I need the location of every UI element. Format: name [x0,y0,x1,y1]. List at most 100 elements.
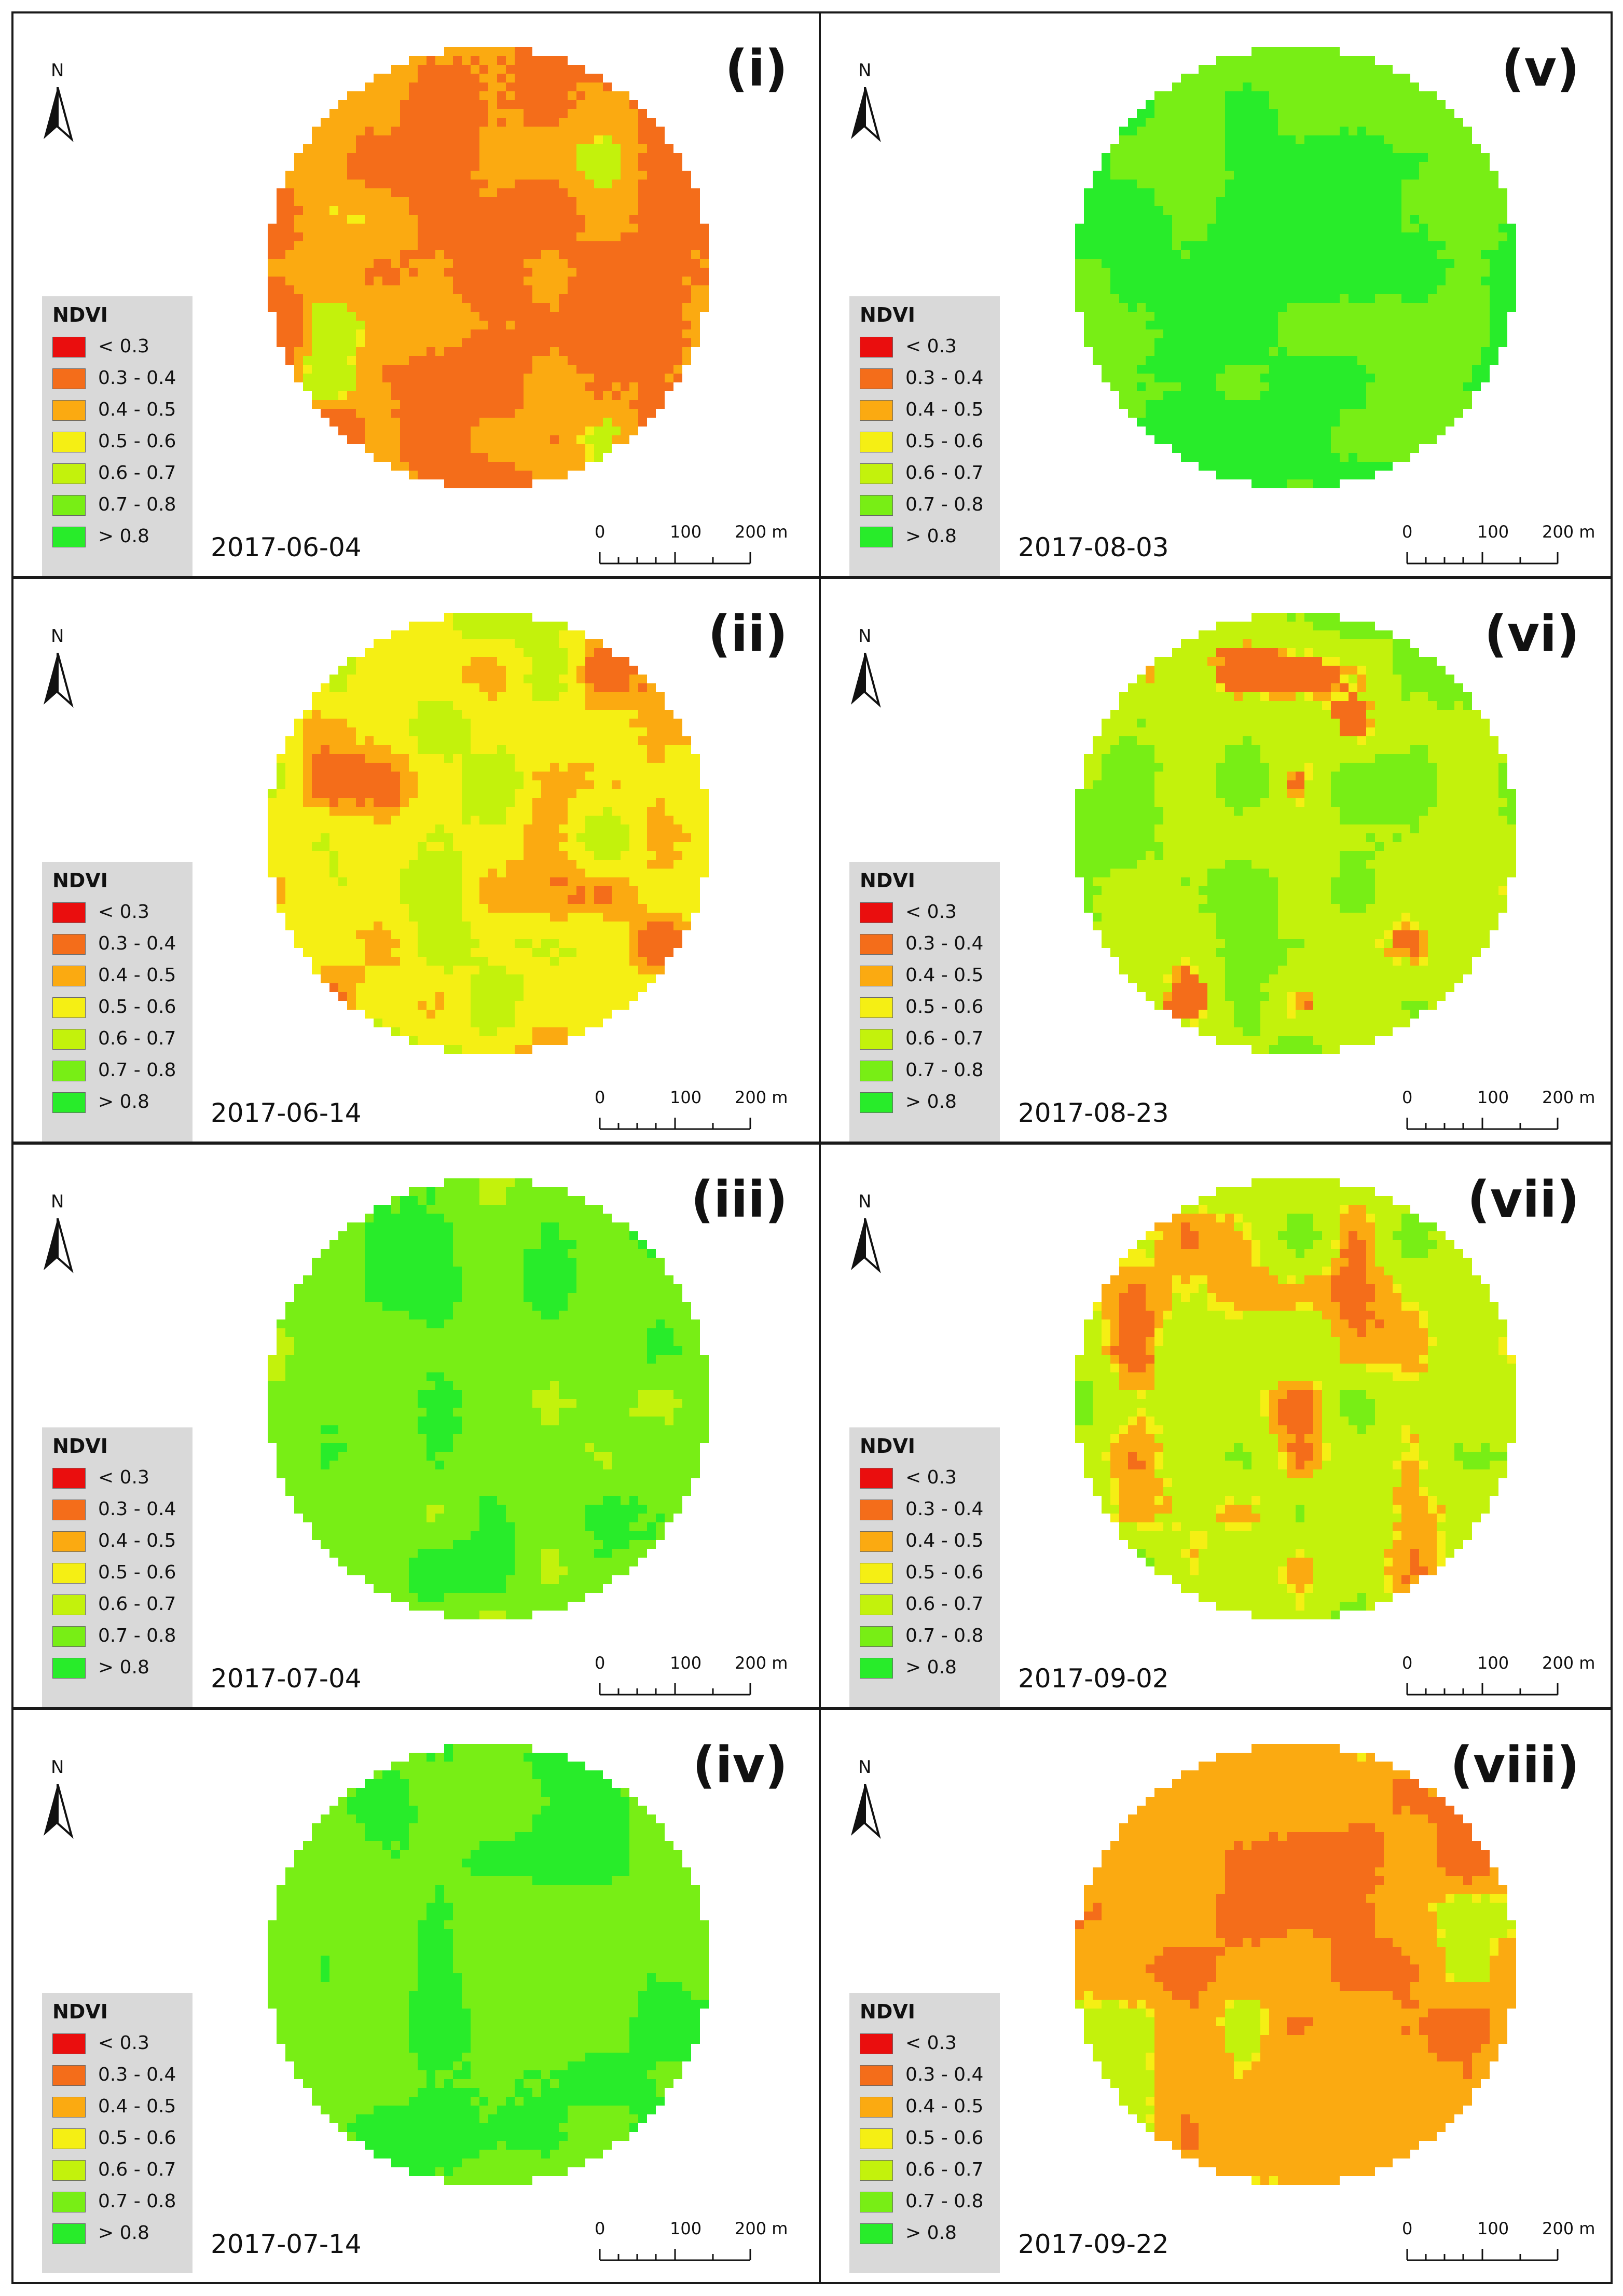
raster-cell [541,622,550,630]
raster-cell [488,1001,497,1010]
raster-cell [338,1390,347,1399]
raster-cell [638,886,647,895]
raster-cell [444,780,453,789]
raster-cell [356,1275,365,1284]
raster-cell [585,338,594,347]
raster-cell [621,418,629,427]
raster-cell [682,851,691,860]
raster-cell [594,657,603,666]
raster-cell [594,913,603,922]
raster-cell [647,356,656,365]
raster-cell [532,1284,541,1293]
raster-cell [427,1372,435,1381]
raster-cell [656,215,665,224]
raster-cell [559,180,568,188]
raster-cell [285,241,294,250]
raster-cell [506,285,515,294]
raster-cell [471,241,479,250]
raster-cell [453,1337,462,1346]
raster-cell [638,1364,647,1372]
raster-cell [532,877,541,886]
raster-cell [691,188,700,197]
raster-cell [612,922,621,930]
raster-cell [479,391,488,400]
raster-cell [488,816,497,824]
raster-cell [656,710,665,719]
raster-cell [444,613,453,622]
raster-cell [612,171,621,180]
raster-cell [453,886,462,895]
raster-cell [462,1178,471,1187]
raster-cell [462,1328,471,1337]
raster-cell [550,930,559,939]
raster-cell [400,939,409,948]
raster-cell [409,1346,418,1355]
raster-cell [629,683,638,692]
raster-cell [524,427,532,435]
raster-cell [418,391,427,400]
legend-item: 0.7 - 0.8 [52,1056,192,1085]
raster-cell [453,47,462,56]
raster-cell [621,294,629,303]
raster-cell [506,1045,515,1054]
raster-cell [603,418,612,427]
raster-cell [312,1355,321,1364]
raster-cell [277,259,285,268]
raster-cell [382,118,391,127]
raster-cell [515,118,524,127]
raster-cell [532,957,541,966]
raster-cell [682,754,691,763]
raster-cell [656,1302,665,1311]
raster-cell [497,135,506,144]
raster-cell [691,789,700,798]
raster-cell [391,807,400,816]
raster-cell [629,1249,638,1258]
raster-cell [479,683,488,692]
raster-cell [338,171,347,180]
raster-cell [647,683,656,692]
raster-cell [559,391,568,400]
raster-cell [338,983,347,992]
raster-cell [409,683,418,692]
raster-cell [541,1284,550,1293]
raster-cell [374,1258,382,1267]
raster-cell [471,1231,479,1240]
raster-cell [532,798,541,807]
raster-cell [321,356,329,365]
raster-cell [656,1337,665,1346]
raster-cell [479,418,488,427]
raster-cell [532,869,541,877]
raster-cell [665,780,673,789]
raster-cell [329,365,338,374]
raster-cell [471,692,479,701]
raster-cell [621,1364,629,1372]
raster-cell [444,188,453,197]
raster-cell [506,913,515,922]
raster-cell [515,400,524,409]
raster-cell [629,1231,638,1240]
raster-cell [382,374,391,382]
raster-cell [603,153,612,162]
raster-cell [453,1019,462,1027]
raster-cell [647,153,656,162]
raster-cell [400,312,409,321]
raster-cell [356,886,365,895]
raster-cell [497,798,506,807]
raster-cell [691,904,700,913]
raster-cell [409,1249,418,1258]
raster-cell [338,329,347,338]
raster-cell [418,948,427,957]
raster-cell [479,268,488,277]
raster-cell [312,1390,321,1399]
raster-cell [603,294,612,303]
raster-cell [427,1328,435,1337]
raster-cell [409,1381,418,1390]
raster-cell [471,701,479,710]
raster-cell [400,648,409,657]
raster-cell [506,215,515,224]
raster-cell [576,321,585,329]
raster-cell [400,1390,409,1399]
raster-cell [427,913,435,922]
raster-cell [532,294,541,303]
raster-cell [479,453,488,462]
